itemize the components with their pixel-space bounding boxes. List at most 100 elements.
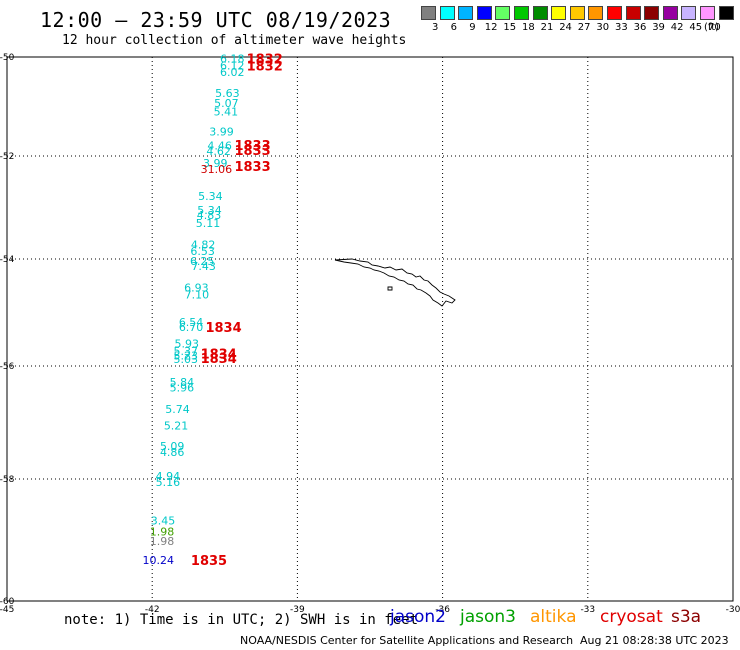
wave-height-value: 5.07	[214, 97, 239, 110]
wave-height-value: 31.06	[201, 163, 233, 176]
legend-unit: (ft)	[704, 22, 720, 33]
legend-label: 21	[540, 22, 554, 33]
wave-height-value: 5.41	[214, 105, 239, 118]
lat-tick-label: -52	[0, 152, 14, 162]
wave-height-value: 5.37	[173, 345, 198, 358]
satellite-altika: altika	[530, 607, 577, 627]
generated-timestamp: Aug 21 08:28:38 UTC 2023	[580, 634, 729, 647]
wave-height-value: 7.10	[185, 288, 210, 301]
wave-height-value: 5.21	[164, 419, 189, 432]
legend-label: 18	[522, 22, 535, 33]
wave-height-value: 5.63	[215, 87, 240, 100]
legend-label: 6	[450, 22, 457, 33]
pass-time-label: 1833	[234, 139, 270, 154]
legend-swatch	[644, 6, 660, 20]
wave-height-value: 5.09	[160, 440, 185, 453]
pass-time-label: 1832	[247, 52, 283, 67]
map-frame	[6, 56, 734, 602]
legend-label: 33	[615, 22, 628, 33]
legend-label: 3	[432, 22, 439, 33]
legend-swatch	[532, 6, 548, 20]
wave-height-value: 5.23	[173, 349, 198, 362]
pass-time-label: 1833	[234, 160, 270, 175]
legend-label: 24	[559, 22, 572, 33]
coastline-south-georgia	[334, 258, 456, 307]
lat-tick-label: -54	[0, 255, 15, 265]
wave-height-value: 5.16	[156, 476, 181, 489]
legend-label: 30	[596, 22, 610, 33]
legend-swatch	[551, 6, 567, 20]
wave-height-value: 5.34	[197, 204, 222, 217]
wave-height-value: 3.99	[203, 157, 228, 170]
lat-tick-label: -56	[0, 362, 15, 372]
wave-height-value: 5.34	[198, 190, 223, 203]
legend-label: 36	[633, 22, 647, 33]
legend-swatch	[514, 6, 529, 20]
wave-height-value: 4.86	[160, 446, 185, 459]
lon-tick-label: -39	[290, 605, 305, 615]
legend-swatch	[588, 6, 604, 20]
footnote: note: 1) Time is in UTC; 2) SWH is in fe…	[64, 612, 419, 628]
wave-height-value: 6.02	[220, 66, 245, 79]
wave-height-value: 4.94	[156, 470, 181, 483]
pass-time-label: 1834	[205, 321, 241, 336]
legend-swatch	[625, 6, 641, 20]
legend-label: 42	[670, 22, 684, 33]
legend-swatch	[700, 6, 715, 20]
legend-swatch	[569, 6, 585, 20]
legend-swatch	[662, 6, 678, 20]
wave-height-value: 1.98	[150, 525, 175, 538]
wave-height-value: 5.11	[196, 217, 221, 230]
legend-swatch	[421, 6, 436, 20]
satellite-jason2: jason2	[390, 607, 446, 627]
wave-height-value: 6.18	[220, 52, 245, 65]
legend-swatch	[607, 6, 622, 20]
grid-lines	[7, 57, 733, 601]
legend-swatch	[458, 6, 474, 20]
wave-height-value: 5.74	[165, 403, 190, 416]
wave-height-value: 5.96	[170, 381, 195, 394]
legend-swatch	[681, 6, 697, 20]
pass-time-label: 1835	[191, 554, 227, 569]
wave-height-value: 5.93	[174, 338, 199, 351]
legend-label: 9	[469, 22, 476, 33]
wave-height-value: 4.62	[206, 145, 231, 158]
page-subtitle: 12 hour collection of altimeter wave hei…	[62, 33, 407, 48]
legend-swatch	[495, 6, 511, 20]
pass-time-label: 1832	[247, 59, 283, 74]
wave-height-readings: 6.186.126.025.635.075.413.994.464.623.99…	[143, 52, 245, 567]
lon-tick-label: -42	[145, 605, 160, 615]
wave-height-value: 1.98	[150, 535, 175, 548]
page-title: 12:00 – 23:59 UTC 08/19/2023	[40, 8, 392, 32]
wave-height-value: 6.54	[179, 316, 204, 329]
legend-label: 27	[577, 22, 591, 33]
wave-height-value: 3.99	[209, 125, 234, 138]
legend-label: 70	[708, 22, 721, 33]
wave-height-value: 5.84	[170, 376, 195, 389]
wave-height-value: 4.46	[207, 140, 232, 153]
wave-height-value: 6.25	[190, 255, 215, 268]
wave-height-value: 6.53	[190, 245, 215, 258]
wave-height-value: 3.45	[151, 514, 176, 527]
lat-tick-label: -58	[0, 475, 15, 485]
legend-swatch	[439, 6, 455, 20]
pass-time-label: 1834	[201, 348, 237, 363]
legend-label: 15	[503, 22, 517, 33]
legend-label: 39	[652, 22, 665, 33]
lat-tick-label: -60	[0, 597, 15, 607]
wave-height-value: 5.03	[173, 353, 198, 366]
pass-time-label: 1833	[234, 144, 270, 159]
legend-label: 45	[689, 22, 703, 33]
axis-labels: -50 -52 -54 -56 -58 -60-45 -42 -39 -36 -33 -30	[0, 53, 740, 615]
wave-height-value: 6.70	[179, 321, 204, 334]
legend-swatch	[476, 6, 492, 20]
source-credit: NOAA/NESDIS Center for Satellite Applica…	[240, 634, 574, 647]
lon-tick-label: -45	[0, 605, 14, 615]
lon-tick-label: -33	[580, 605, 595, 615]
wave-height-value: 4.82	[191, 239, 216, 252]
legend-swatch	[718, 6, 734, 20]
wave-height-value: 7.43	[191, 260, 216, 273]
satellite-jason3: jason3	[460, 607, 516, 627]
wave-height-value: 10.24	[143, 554, 175, 567]
